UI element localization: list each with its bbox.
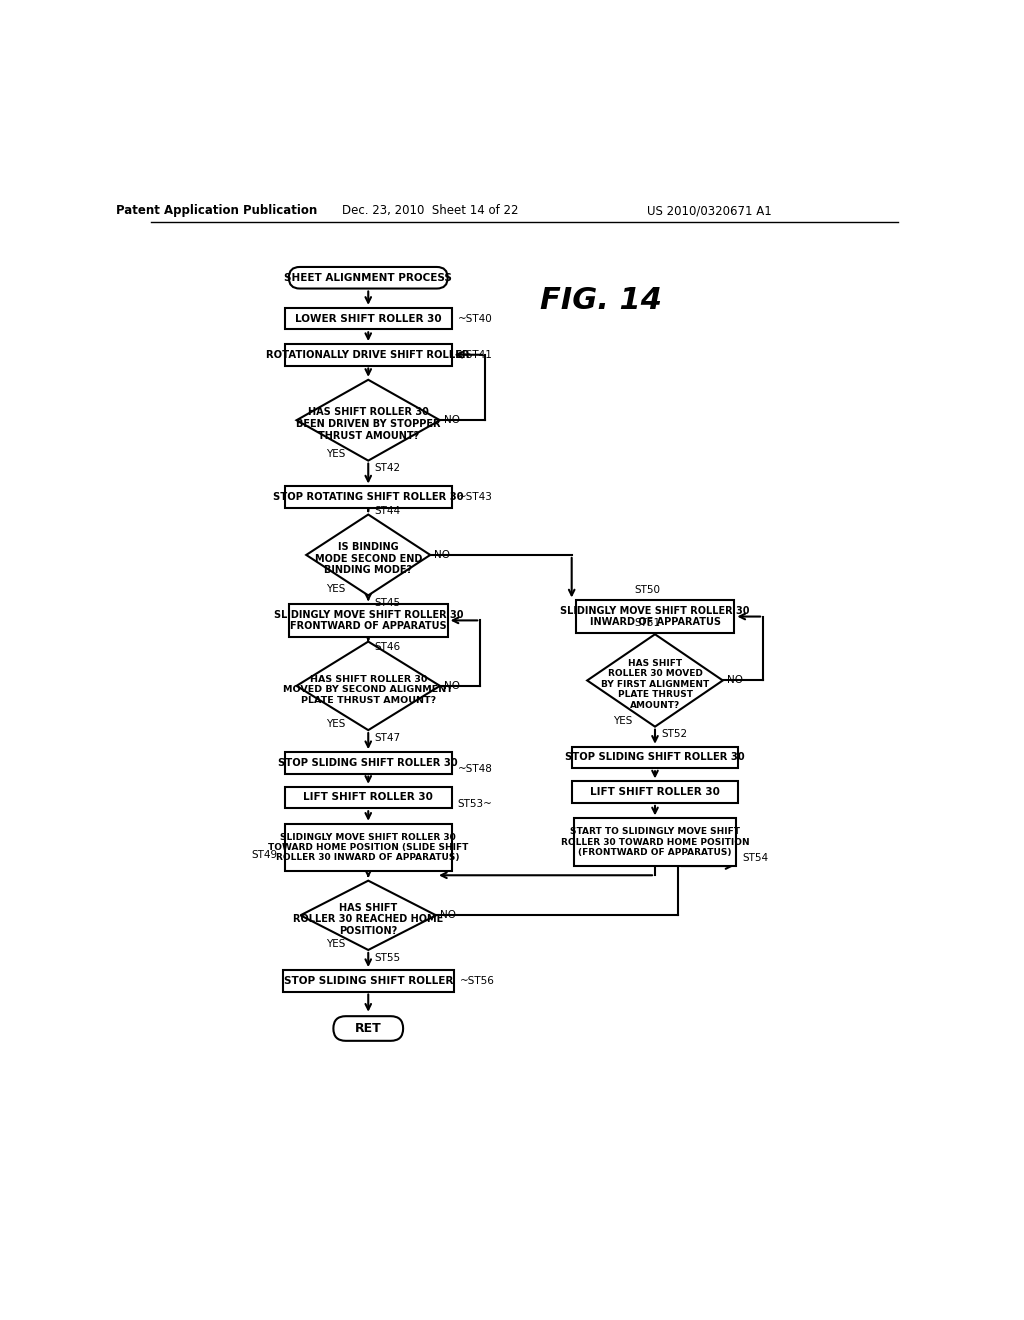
FancyBboxPatch shape [285,824,452,871]
Text: YES: YES [326,585,345,594]
Text: LOWER SHIFT ROLLER 30: LOWER SHIFT ROLLER 30 [295,314,441,323]
Text: HAS SHIFT
ROLLER 30 MOVED
BY FIRST ALIGNMENT
PLATE THRUST
AMOUNT?: HAS SHIFT ROLLER 30 MOVED BY FIRST ALIGN… [601,659,710,710]
Text: HAS SHIFT ROLLER 30
BEEN DRIVEN BY STOPPER
THRUST AMOUNT?: HAS SHIFT ROLLER 30 BEEN DRIVEN BY STOPP… [296,408,440,441]
Text: LIFT SHIFT ROLLER 30: LIFT SHIFT ROLLER 30 [303,792,433,803]
Text: STOP SLIDING SHIFT ROLLER 30: STOP SLIDING SHIFT ROLLER 30 [565,752,744,763]
Text: HAS SHIFT
ROLLER 30 REACHED HOME
POSITION?: HAS SHIFT ROLLER 30 REACHED HOME POSITIO… [293,903,443,936]
Text: ST42: ST42 [375,463,400,474]
FancyBboxPatch shape [334,1016,403,1040]
Text: ST46: ST46 [375,643,400,652]
Text: ~ST41: ~ST41 [458,350,493,360]
Text: ST55: ST55 [375,953,400,962]
Text: ST54: ST54 [742,853,769,863]
Text: NO: NO [727,676,742,685]
Text: YES: YES [612,715,632,726]
Text: NO: NO [434,550,451,560]
FancyBboxPatch shape [571,781,738,803]
FancyBboxPatch shape [573,818,736,866]
Text: NO: NO [443,681,460,690]
FancyBboxPatch shape [571,747,738,768]
Text: ~ST43: ~ST43 [458,492,493,502]
Text: ~ST40: ~ST40 [458,314,493,323]
Polygon shape [306,515,430,595]
FancyBboxPatch shape [283,970,454,991]
Text: SLIDINGLY MOVE SHIFT ROLLER 30
FRONTWARD OF APPARATUS: SLIDINGLY MOVE SHIFT ROLLER 30 FRONTWARD… [273,610,463,631]
Text: NO: NO [440,911,456,920]
Text: ~ST48: ~ST48 [458,764,493,774]
FancyBboxPatch shape [285,308,452,330]
Text: Patent Application Publication: Patent Application Publication [117,205,317,218]
FancyBboxPatch shape [575,601,734,632]
Text: START TO SLIDINGLY MOVE SHIFT
ROLLER 30 TOWARD HOME POSITION
(FRONTWARD OF APPAR: START TO SLIDINGLY MOVE SHIFT ROLLER 30 … [561,828,750,857]
Text: ~ST56: ~ST56 [460,975,495,986]
Polygon shape [300,880,436,950]
FancyBboxPatch shape [289,267,447,289]
Text: HAS SHIFT ROLLER 30
MOVED BY SECOND ALIGNMENT
PLATE THRUST AMOUNT?: HAS SHIFT ROLLER 30 MOVED BY SECOND ALIG… [284,675,454,705]
Text: YES: YES [326,719,345,729]
Text: YES: YES [326,939,345,949]
Text: SLIDINGLY MOVE SHIFT ROLLER 30
INWARD OF APPARATUS: SLIDINGLY MOVE SHIFT ROLLER 30 INWARD OF… [560,606,750,627]
Text: ST47: ST47 [375,733,400,743]
FancyBboxPatch shape [289,605,447,636]
Text: LIFT SHIFT ROLLER 30: LIFT SHIFT ROLLER 30 [590,787,720,797]
Text: Dec. 23, 2010  Sheet 14 of 22: Dec. 23, 2010 Sheet 14 of 22 [342,205,518,218]
Polygon shape [297,642,440,730]
Text: STOP ROTATING SHIFT ROLLER 30: STOP ROTATING SHIFT ROLLER 30 [273,492,464,502]
Text: ST45: ST45 [375,598,400,609]
Text: IS BINDING
MODE SECOND END
BINDING MODE?: IS BINDING MODE SECOND END BINDING MODE? [314,543,422,576]
Text: ST51: ST51 [634,619,660,628]
Polygon shape [297,380,440,461]
Text: ROTATIONALLY DRIVE SHIFT ROLLER: ROTATIONALLY DRIVE SHIFT ROLLER [266,350,470,360]
Text: ST50: ST50 [634,585,660,594]
Text: NO: NO [443,416,460,425]
Text: ST49: ST49 [251,850,278,861]
Text: SHEET ALIGNMENT PROCESS: SHEET ALIGNMENT PROCESS [285,273,453,282]
FancyBboxPatch shape [285,752,452,774]
Polygon shape [587,635,723,726]
Text: RET: RET [355,1022,382,1035]
Text: ST53~: ST53~ [458,799,493,809]
Text: STOP SLIDING SHIFT ROLLER: STOP SLIDING SHIFT ROLLER [284,975,453,986]
FancyBboxPatch shape [285,787,452,808]
FancyBboxPatch shape [285,345,452,366]
Text: ST52: ST52 [662,730,687,739]
FancyBboxPatch shape [285,487,452,508]
Text: US 2010/0320671 A1: US 2010/0320671 A1 [647,205,772,218]
Text: STOP SLIDING SHIFT ROLLER 30: STOP SLIDING SHIFT ROLLER 30 [279,758,458,768]
Text: SLIDINGLY MOVE SHIFT ROLLER 30
TOWARD HOME POSITION (SLIDE SHIFT
ROLLER 30 INWAR: SLIDINGLY MOVE SHIFT ROLLER 30 TOWARD HO… [268,833,468,862]
Text: ST44: ST44 [375,506,400,516]
Text: YES: YES [326,450,345,459]
Text: FIG. 14: FIG. 14 [540,286,662,315]
